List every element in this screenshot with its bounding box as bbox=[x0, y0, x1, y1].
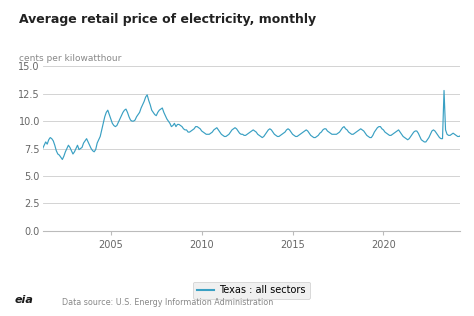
Text: Data source: U.S. Energy Information Administration: Data source: U.S. Energy Information Adm… bbox=[62, 298, 273, 307]
Legend: Texas : all sectors: Texas : all sectors bbox=[193, 282, 310, 299]
Text: cents per kilowatthour: cents per kilowatthour bbox=[19, 54, 121, 63]
Text: Average retail price of electricity, monthly: Average retail price of electricity, mon… bbox=[19, 13, 316, 26]
Text: eia: eia bbox=[14, 295, 33, 305]
